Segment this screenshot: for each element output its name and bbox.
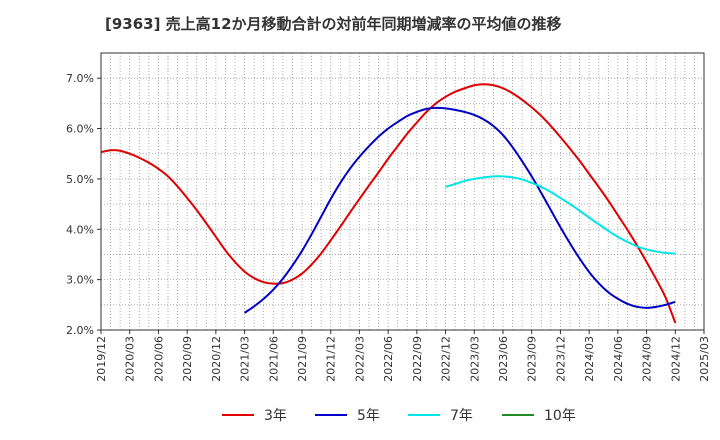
- y-tick-label: 5.0%: [66, 173, 94, 186]
- x-tick-label: 2025/03: [698, 336, 711, 382]
- y-tick-label: 7.0%: [66, 72, 94, 85]
- x-tick-label: 2024/09: [641, 336, 654, 382]
- x-tick-label: 2022/06: [382, 336, 395, 382]
- x-tick-label: 2024/03: [583, 336, 596, 382]
- y-tick-label: 3.0%: [66, 274, 94, 287]
- legend-label: 5年: [357, 408, 380, 424]
- x-tick-label: 2023/09: [526, 336, 539, 382]
- y-tick-label: 2.0%: [66, 324, 94, 337]
- y-axis: 2.0% 3.0% 4.0% 5.0% 6.0% 7.0%: [66, 72, 101, 337]
- plot-frame: [100, 52, 705, 331]
- x-tick-label: 2023/03: [468, 336, 481, 382]
- x-tick-label: 2020/12: [210, 336, 223, 382]
- grid-lines: [101, 53, 704, 330]
- series-line-5年: [244, 106, 676, 314]
- x-tick-label: 2020/09: [181, 336, 194, 382]
- x-tick-label: 2023/06: [497, 336, 510, 382]
- series-line-3年: [100, 83, 677, 324]
- x-tick-label: 2022/09: [411, 336, 424, 382]
- x-tick-label: 2022/03: [353, 336, 366, 382]
- legend-label: 10年: [544, 408, 576, 424]
- x-tick-label: 2021/06: [267, 336, 280, 382]
- x-axis: 2019/12 2020/03 2020/06 2020/09 2020/12 2021/…: [95, 330, 711, 382]
- x-tick-label: 2024/12: [669, 336, 682, 382]
- x-tick-label: 2020/03: [124, 336, 137, 382]
- legend-label: 7年: [450, 408, 473, 424]
- x-tick-label: 2021/12: [325, 336, 338, 382]
- chart-title: [9363] 売上高12か月移動合計の対前年同期増減率の平均値の推移: [105, 15, 562, 33]
- x-tick-label: 2019/12: [95, 336, 108, 382]
- legend-label: 3年: [264, 408, 287, 424]
- x-tick-label: 2022/12: [440, 336, 453, 382]
- legend: 3年 5年 7年 10年: [222, 408, 576, 424]
- x-tick-label: 2020/06: [152, 336, 165, 382]
- x-tick-label: 2023/12: [554, 336, 567, 382]
- y-tick-label: 6.0%: [66, 123, 94, 136]
- series-line-7年: [445, 175, 676, 255]
- x-tick-label: 2024/06: [612, 336, 625, 382]
- y-tick-label: 4.0%: [66, 223, 94, 236]
- series-lines: [100, 83, 677, 324]
- x-tick-label: 2021/09: [296, 336, 309, 382]
- x-tick-label: 2021/03: [239, 336, 252, 382]
